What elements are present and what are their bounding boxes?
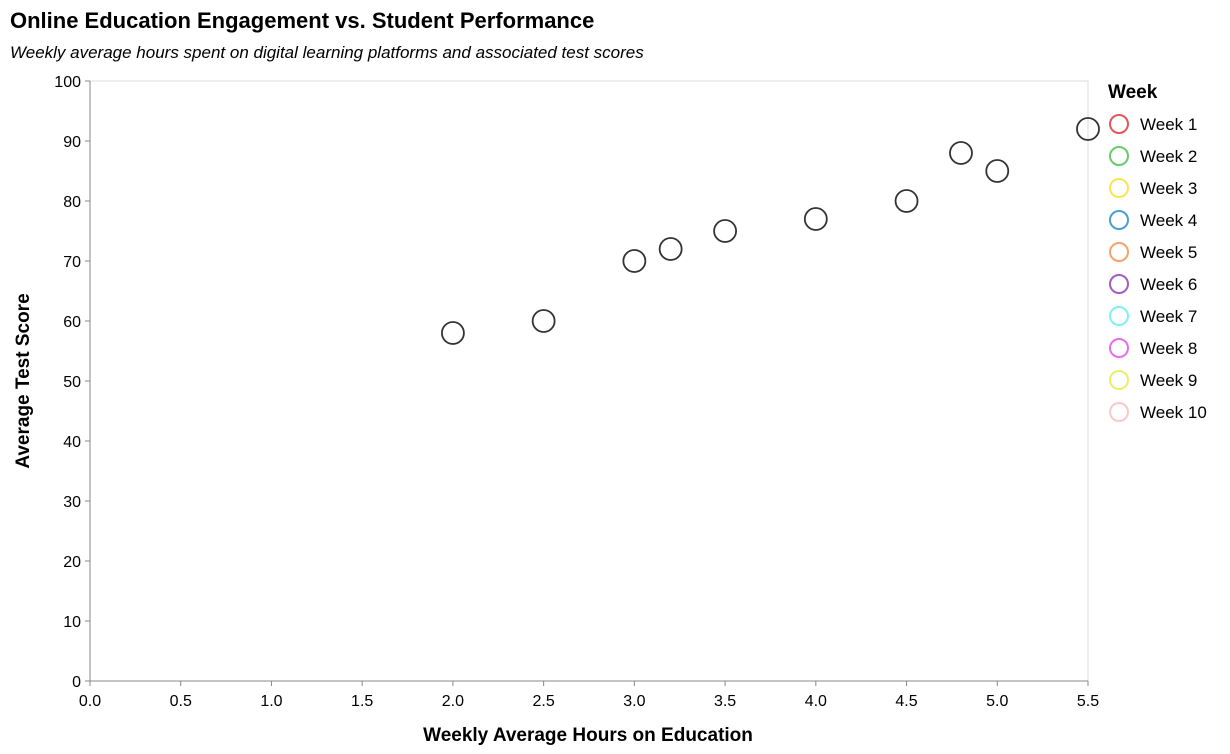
y-axis: 0 10 20 30 40 50 60 70 80 90 100 (54, 74, 91, 691)
x-tick-label: 2.0 (442, 693, 464, 710)
data-point[interactable] (658, 237, 683, 261)
data-point[interactable] (985, 159, 1010, 183)
legend-symbol (1109, 338, 1129, 358)
x-tick-label: 1.5 (351, 693, 373, 710)
legend-symbol (1109, 146, 1129, 166)
x-tick-label: 3.0 (623, 693, 645, 710)
y-tick-label: 70 (63, 254, 81, 271)
data-point[interactable] (531, 309, 556, 333)
y-tick-label: 30 (63, 494, 81, 511)
chart-subtitle: Weekly average hours spent on digital le… (10, 43, 644, 62)
x-tick-label: 0.5 (170, 693, 192, 710)
plot-frame (89, 80, 1089, 682)
x-tick-label: 0.0 (79, 693, 101, 710)
legend-symbol (1109, 370, 1129, 390)
legend-entry-label: Week 1 (1140, 115, 1197, 134)
y-tick-label: 40 (63, 434, 81, 451)
legend-entry-label: Week 3 (1140, 179, 1197, 198)
legend-title: Week (1108, 82, 1158, 103)
data-point[interactable] (894, 189, 919, 213)
legend-entry-label: Week 2 (1140, 147, 1197, 166)
legend-symbol (1109, 210, 1129, 230)
chart-title: Online Education Engagement vs. Student … (10, 8, 594, 33)
x-tick-label: 2.5 (533, 693, 555, 710)
y-tick-label: 10 (63, 614, 81, 631)
legend-entry-label: Week 8 (1140, 339, 1197, 358)
legend-entry-label: Week 9 (1140, 371, 1197, 390)
y-tick-label: 0 (72, 674, 81, 691)
data-point[interactable] (441, 321, 465, 345)
data-point[interactable] (713, 219, 737, 243)
legend-entry-label: Week 10 (1140, 403, 1207, 422)
x-axis: 0.0 0.5 1.0 1.5 2.0 2.5 3.0 3.5 4.0 4.5 5.0 5.5 (79, 680, 1099, 710)
data-point[interactable] (622, 249, 647, 273)
legend-symbol (1109, 242, 1129, 262)
legend-symbol (1109, 274, 1129, 294)
x-tick-label: 3.5 (714, 693, 736, 710)
legend: Week Week 1 Week 2 Week 3 Week 4 Week 5 Week … (1108, 82, 1207, 422)
x-tick-label: 5.5 (1077, 693, 1099, 710)
data-point[interactable] (949, 141, 973, 165)
data-points (441, 117, 1100, 345)
legend-symbol (1109, 114, 1129, 134)
y-axis-title: Average Test Score (13, 293, 34, 468)
legend-entry-label: Week 4 (1140, 211, 1197, 230)
data-point[interactable] (803, 207, 828, 231)
x-axis-title: Weekly Average Hours on Education (423, 725, 753, 746)
legend-entry-label: Week 7 (1140, 307, 1197, 326)
legend-symbol (1109, 178, 1129, 198)
x-tick-label: 5.0 (986, 693, 1008, 710)
x-tick-label: 1.0 (260, 693, 282, 710)
x-tick-label: 4.0 (805, 693, 827, 710)
y-tick-label: 80 (63, 194, 81, 211)
y-tick-label: 50 (63, 374, 81, 391)
y-tick-label: 100 (54, 74, 81, 91)
legend-symbol (1109, 306, 1129, 326)
y-tick-label: 20 (63, 554, 81, 571)
y-tick-label: 60 (63, 314, 81, 331)
data-point[interactable] (1076, 117, 1100, 141)
legend-entry-label: Week 5 (1140, 243, 1197, 262)
x-tick-label: 4.5 (895, 693, 917, 710)
legend-entry-label: Week 6 (1140, 275, 1197, 294)
y-tick-label: 90 (63, 134, 81, 151)
legend-symbol (1109, 402, 1129, 422)
